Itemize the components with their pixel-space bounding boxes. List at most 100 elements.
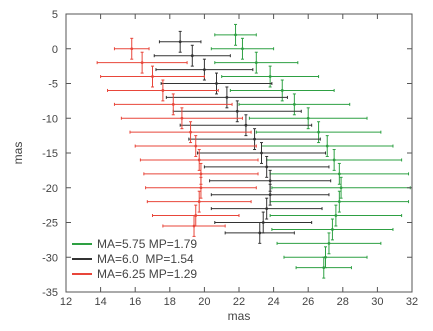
series-2 bbox=[153, 30, 332, 244]
x-tick-label: 30 bbox=[371, 296, 383, 308]
data-point bbox=[152, 204, 240, 227]
data-marker bbox=[337, 200, 341, 204]
data-marker bbox=[235, 109, 239, 113]
x-tick-label: 32 bbox=[406, 296, 418, 308]
data-marker bbox=[260, 151, 263, 155]
data-marker bbox=[199, 172, 203, 176]
data-marker bbox=[171, 102, 175, 106]
data-marker bbox=[197, 200, 201, 204]
data-point bbox=[162, 215, 226, 237]
y-tick-label: -30 bbox=[42, 252, 58, 264]
data-point bbox=[210, 183, 330, 206]
data-marker bbox=[197, 158, 201, 162]
data-marker bbox=[280, 89, 284, 92]
data-marker bbox=[199, 186, 203, 190]
data-point bbox=[210, 197, 323, 220]
data-marker bbox=[151, 75, 154, 78]
data-marker bbox=[190, 54, 194, 58]
y-tick-label: -10 bbox=[42, 113, 58, 125]
data-point bbox=[269, 204, 403, 227]
data-marker bbox=[203, 68, 206, 71]
data-point bbox=[146, 190, 252, 213]
data-marker bbox=[265, 207, 269, 211]
data-point bbox=[158, 30, 202, 53]
data-point bbox=[129, 121, 252, 144]
y-tick-label: 5 bbox=[52, 9, 58, 21]
data-marker bbox=[189, 130, 192, 134]
y-tick-label: -15 bbox=[42, 148, 58, 160]
data-point bbox=[120, 107, 243, 130]
x-tick-label: 14 bbox=[94, 296, 106, 308]
data-point bbox=[295, 256, 352, 279]
data-point bbox=[271, 176, 411, 199]
y-tick-label: 0 bbox=[52, 44, 58, 56]
data-point bbox=[113, 37, 150, 60]
x-tick-label: 28 bbox=[337, 296, 349, 308]
data-marker bbox=[254, 61, 258, 65]
x-tick-label: 18 bbox=[164, 296, 176, 308]
y-tick-label: -5 bbox=[48, 79, 58, 91]
data-point bbox=[271, 218, 394, 241]
data-point bbox=[266, 149, 403, 171]
x-tick-label: 12 bbox=[60, 296, 72, 308]
data-marker bbox=[225, 96, 229, 99]
x-tick-label: 24 bbox=[267, 296, 279, 308]
data-marker bbox=[130, 47, 134, 51]
data-point bbox=[96, 51, 188, 74]
data-marker bbox=[306, 116, 310, 120]
data-marker bbox=[317, 130, 320, 134]
series-layer bbox=[96, 23, 411, 279]
legend-label: MA=5.75 MP=1.79 bbox=[97, 237, 197, 251]
x-tick-label: 16 bbox=[129, 296, 141, 308]
data-point bbox=[221, 65, 320, 88]
data-point bbox=[107, 79, 219, 102]
data-marker bbox=[241, 47, 244, 51]
series-3 bbox=[96, 37, 259, 237]
data-marker bbox=[265, 165, 269, 169]
data-point bbox=[203, 155, 330, 178]
legend-label: MA=6.0 MP=1.54 bbox=[97, 252, 194, 266]
data-point bbox=[145, 176, 257, 199]
data-marker bbox=[215, 82, 218, 85]
data-marker bbox=[161, 89, 165, 92]
data-marker bbox=[334, 214, 338, 217]
data-marker bbox=[140, 61, 144, 65]
y-axis-label: mas bbox=[11, 142, 25, 165]
x-tick-label: 26 bbox=[302, 296, 314, 308]
data-marker bbox=[234, 33, 237, 37]
axes-layer: 12 14 16 18 20 22 24 26 28 30 32 5 0 -5 -10 -15 -20 -25 -3… bbox=[42, 9, 418, 308]
data-point bbox=[210, 37, 275, 60]
y-tick-label: -25 bbox=[42, 218, 58, 230]
data-marker bbox=[325, 144, 329, 148]
data-point bbox=[269, 162, 410, 185]
data-point bbox=[134, 135, 257, 157]
data-marker bbox=[258, 231, 262, 235]
x-axis-label: mas bbox=[228, 309, 251, 323]
data-point bbox=[214, 51, 299, 74]
y-tick-label: -20 bbox=[42, 183, 58, 195]
data-marker bbox=[268, 193, 272, 197]
data-marker bbox=[180, 116, 184, 120]
data-marker bbox=[324, 255, 327, 259]
data-marker bbox=[292, 102, 296, 106]
data-marker bbox=[194, 214, 198, 217]
data-point bbox=[113, 93, 233, 116]
data-marker bbox=[194, 144, 198, 148]
x-tick-label: 22 bbox=[233, 296, 245, 308]
data-marker bbox=[261, 221, 265, 224]
x-tick-label: 20 bbox=[198, 296, 210, 308]
data-point bbox=[196, 142, 326, 164]
data-marker bbox=[244, 123, 248, 127]
y-tick-label: -35 bbox=[42, 287, 58, 299]
data-marker bbox=[268, 179, 272, 183]
data-point bbox=[153, 44, 231, 67]
data-marker bbox=[327, 241, 331, 245]
legend-label: MA=6.25 MP=1.29 bbox=[97, 267, 197, 281]
data-point bbox=[214, 23, 257, 46]
data-marker bbox=[178, 40, 182, 44]
data-marker bbox=[268, 75, 272, 78]
